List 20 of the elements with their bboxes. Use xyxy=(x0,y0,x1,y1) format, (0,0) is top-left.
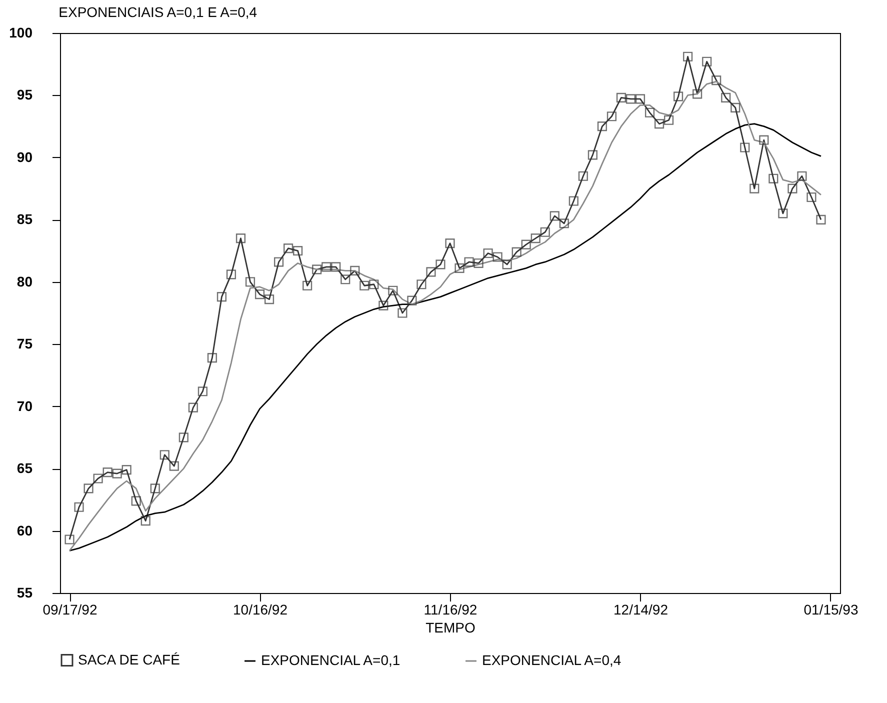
y-tick-label: 55 xyxy=(16,584,33,600)
y-tick-label: 85 xyxy=(16,211,33,228)
x-tick-label: 01/15/93 xyxy=(804,602,858,618)
y-tick-label: 65 xyxy=(16,460,33,476)
legend-label: EXPONENCIAL A=0,4 xyxy=(482,652,622,668)
y-tick-label: 80 xyxy=(16,273,33,290)
legend-label: SACA DE CAFÉ xyxy=(78,651,180,668)
x-tick-label: 11/16/92 xyxy=(424,602,478,618)
y-tick-label: 90 xyxy=(16,148,33,165)
y-tick-label: 60 xyxy=(16,522,33,538)
x-tick-label: 12/14/92 xyxy=(613,602,668,618)
y-tick-label: 70 xyxy=(16,398,33,414)
y-tick-label: 95 xyxy=(16,86,33,103)
x-tick-label: 09/17/92 xyxy=(42,602,98,618)
y-tick-label: 75 xyxy=(16,336,33,352)
y-tick-label: 100 xyxy=(9,24,33,40)
x-axis-title: TEMPO xyxy=(426,620,476,636)
chart-title: EXPONENCIAIS A=0,1 E A=0,4 xyxy=(58,4,258,20)
x-tick-label: 10/16/92 xyxy=(233,602,288,618)
legend-label: EXPONENCIAL A=0,1 xyxy=(261,652,400,668)
